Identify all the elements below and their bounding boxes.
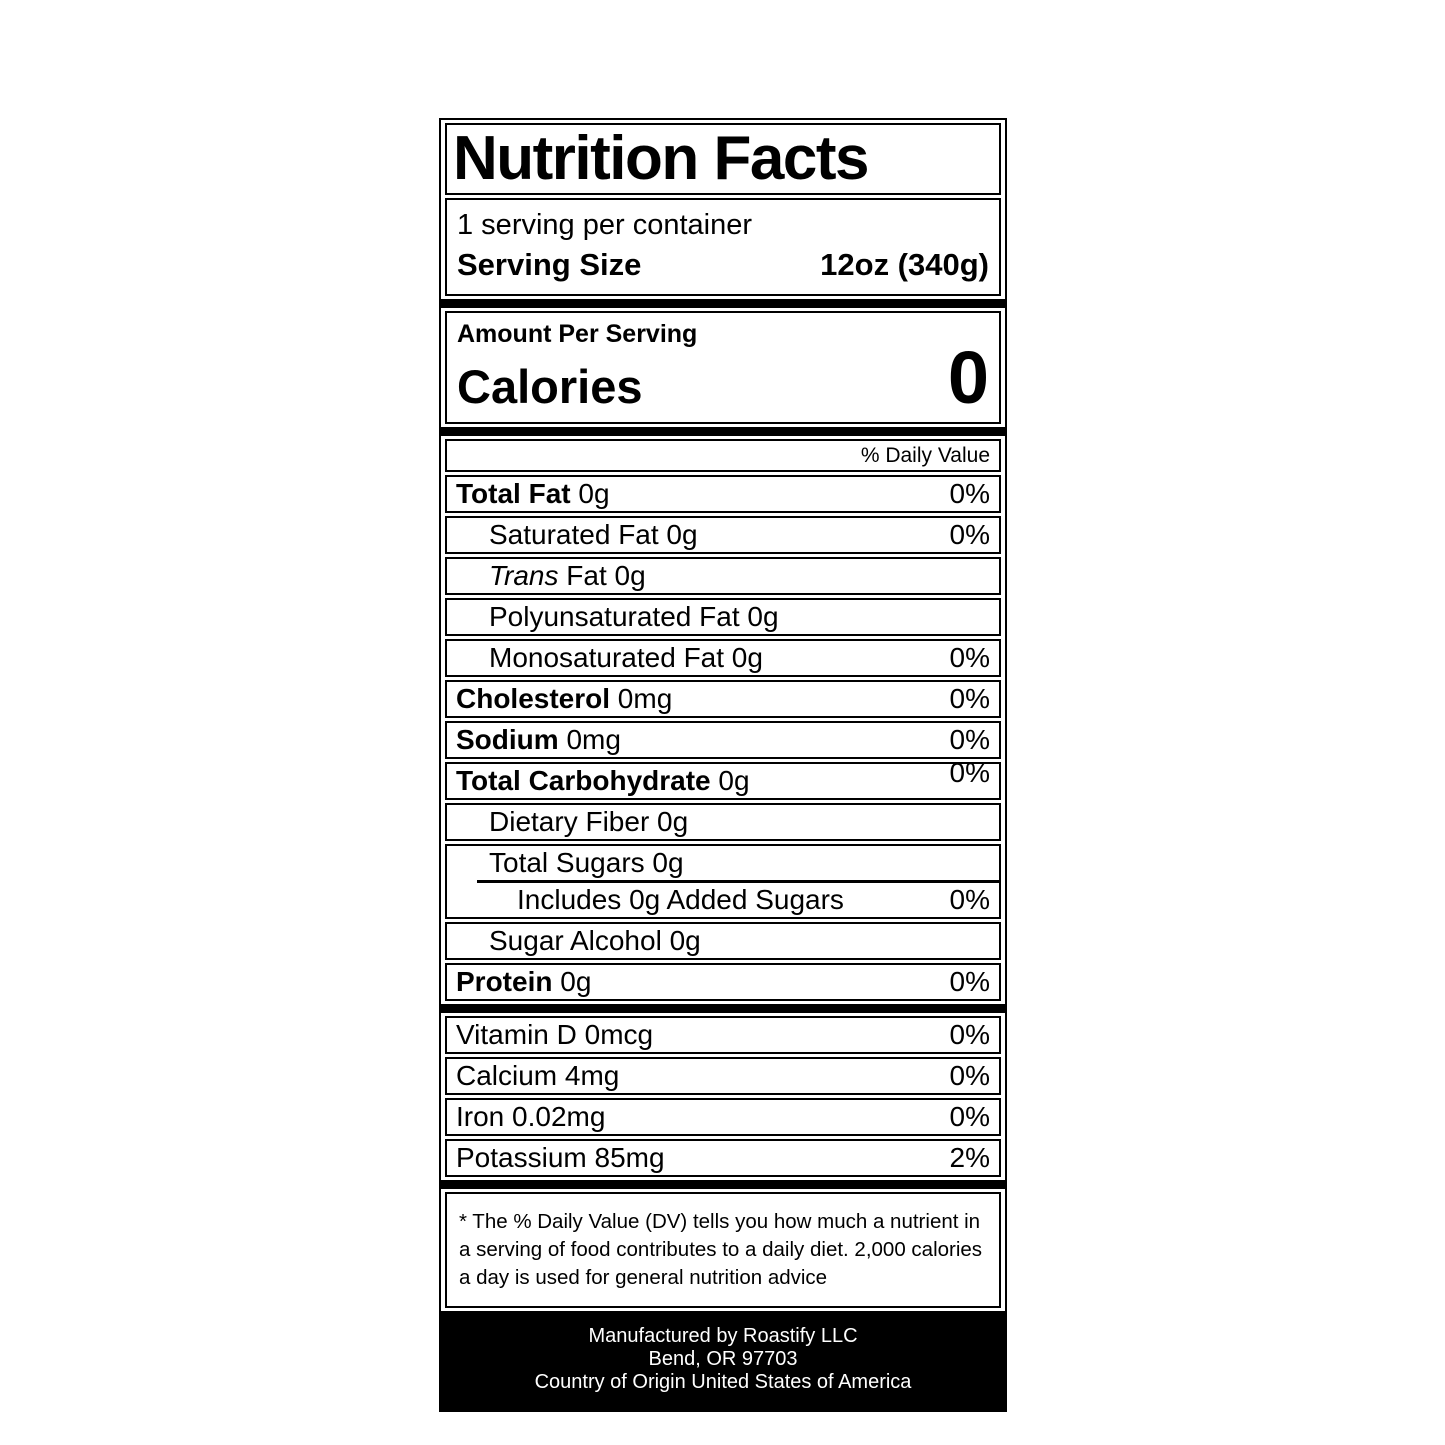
added-sugars-divider [477, 880, 999, 883]
nutrient-name: Calcium 4mg [456, 1060, 620, 1091]
vitamin-row-iron: Iron 0.02mg 0% [445, 1098, 1001, 1136]
nutrient-daily-value: 0% [949, 478, 990, 509]
nutrient-row-trans-fat: Trans Fat 0g [445, 557, 1001, 595]
section-divider [441, 299, 1005, 308]
vitamin-row-calcium: Calcium 4mg 0% [445, 1057, 1001, 1095]
vitamin-row-vitamin-d: Vitamin D 0mcg 0% [445, 1016, 1001, 1054]
calories-row: Calories 0 [457, 336, 989, 419]
nutrient-row-total-fat: Total Fat 0g 0% [445, 475, 1001, 513]
footnote-line: a day is used for general nutrition advi… [459, 1266, 828, 1289]
nutrient-daily-value: 0% [949, 1101, 990, 1132]
nutrient-name: Sugar Alcohol 0g [489, 925, 701, 956]
nutrient-row-total-sugars: Total Sugars 0g [447, 846, 999, 880]
sugars-group: Total Sugars 0g Includes 0g Added Sugars… [445, 844, 1001, 919]
nutrient-row-monosaturated-fat: Monosaturated Fat 0g 0% [445, 639, 1001, 677]
nutrient-daily-value: 0% [949, 1019, 990, 1050]
country-of-origin: Country of Origin United States of Ameri… [534, 1371, 912, 1393]
nutrient-daily-value: 0% [949, 724, 990, 755]
nutrient-name: Monosaturated Fat 0g [489, 642, 763, 673]
nutrient-name: Protein 0g [456, 966, 592, 997]
amount-per-serving-label: Amount Per Serving [457, 320, 698, 348]
nutrient-name: Total Sugars 0g [489, 847, 684, 878]
nutrient-name: Iron 0.02mg [456, 1101, 606, 1132]
serving-size-value: 12oz (340g) [820, 247, 989, 282]
nutrient-daily-value: 0% [949, 966, 990, 997]
nutrient-daily-value: 0% [949, 683, 990, 714]
nutrient-row-dietary-fiber: Dietary Fiber 0g [445, 803, 1001, 841]
nutrient-daily-value: 0% [949, 519, 990, 550]
footnote-line: * The % Daily Value (DV) tells you how m… [459, 1210, 981, 1233]
nutrient-row-cholesterol: Cholesterol 0mg 0% [445, 680, 1001, 718]
nutrient-row-sodium: Sodium 0mg 0% [445, 721, 1001, 759]
nutrient-name: Polyunsaturated Fat 0g [489, 601, 779, 632]
serving-info-section: 1 serving per container Serving Size 12o… [445, 198, 1001, 296]
nutrient-row-added-sugars: Includes 0g Added Sugars 0% [447, 883, 999, 917]
nutrient-name: Sodium 0mg [456, 724, 621, 755]
nutrient-name: Potassium 85mg [456, 1142, 665, 1173]
nutrient-name: Cholesterol 0mg [456, 683, 673, 714]
label-title: Nutrition Facts [445, 123, 1001, 195]
nutrient-daily-value: 0% [949, 642, 990, 673]
vitamin-row-potassium: Potassium 85mg 2% [445, 1139, 1001, 1177]
daily-value-footnote: * The % Daily Value (DV) tells you how m… [445, 1192, 1001, 1308]
nutrient-row-polyunsaturated-fat: Polyunsaturated Fat 0g [445, 598, 1001, 636]
serving-size-row: Serving Size 12oz (340g) [457, 244, 989, 286]
nutrient-row-saturated-fat: Saturated Fat 0g 0% [445, 516, 1001, 554]
calories-value: 0 [947, 336, 989, 419]
nutrient-row-protein: Protein 0g 0% [445, 963, 1001, 1001]
manufacturer-address: Bend, OR 97703 [648, 1348, 798, 1370]
calories-label: Calories [457, 360, 643, 413]
section-divider [441, 427, 1005, 436]
section-divider [441, 1180, 1005, 1189]
nutrient-daily-value: 0% [949, 1060, 990, 1091]
manufacturer-name: Manufactured by Roastify LLC [588, 1325, 858, 1347]
section-divider [441, 1004, 1005, 1013]
nutrient-name: Total Fat 0g [456, 478, 610, 509]
calories-section: Amount Per Serving Calories 0 [445, 311, 1001, 424]
nutrient-name: Total Carbohydrate 0g [456, 765, 750, 796]
manufacturer-footer: Manufactured by Roastify LLC Bend, OR 97… [441, 1311, 1005, 1410]
serving-size-label: Serving Size [457, 247, 642, 282]
nutrient-daily-value: 0% [949, 884, 990, 915]
nutrient-daily-value: 2% [949, 1142, 990, 1173]
nutrient-name: Includes 0g Added Sugars [517, 884, 844, 915]
nutrition-facts-label: Nutrition Facts 1 serving per container … [439, 118, 1007, 1412]
nutrient-name: Dietary Fiber 0g [489, 806, 689, 837]
footnote-line: a serving of food contributes to a daily… [459, 1238, 983, 1261]
nutrient-row-total-carbohydrate: Total Carbohydrate 0g 0% [445, 758, 1001, 800]
nutrient-name: Saturated Fat 0g [489, 519, 698, 550]
nutrient-name: Trans Fat 0g [489, 560, 646, 591]
nutrient-daily-value: 0% [949, 757, 990, 788]
nutrient-name: Vitamin D 0mcg [456, 1019, 654, 1050]
servings-per-container: 1 serving per container [457, 209, 752, 241]
nutrient-row-sugar-alcohol: Sugar Alcohol 0g [445, 922, 1001, 960]
daily-value-header: % Daily Value [445, 439, 1001, 472]
